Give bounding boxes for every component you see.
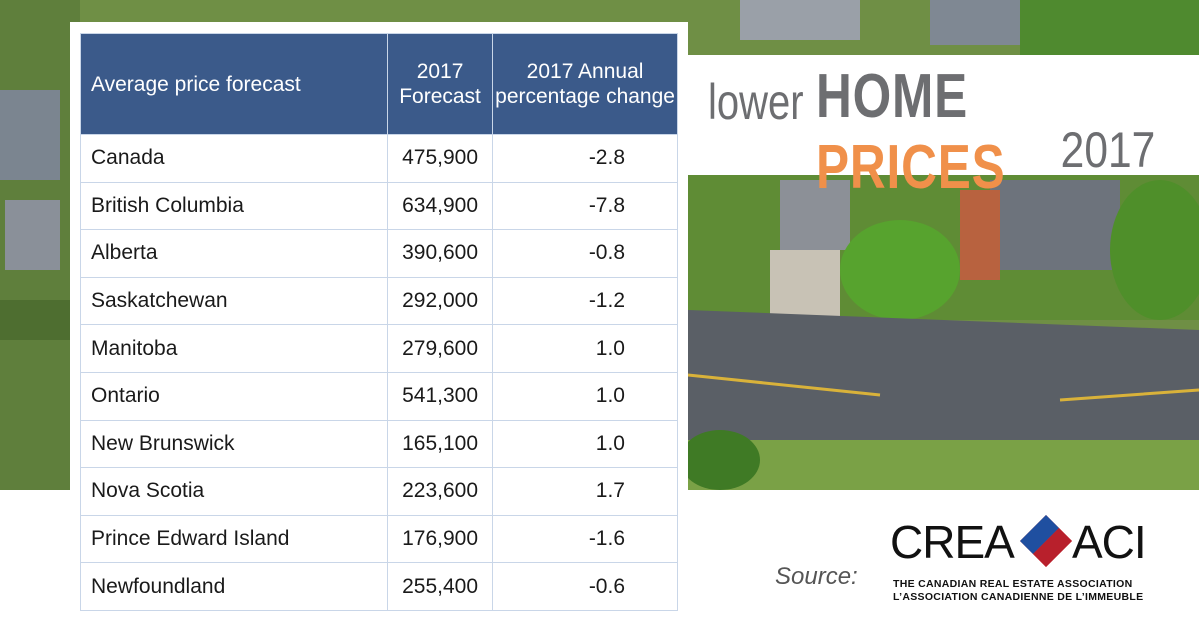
source-label: Source: bbox=[775, 563, 858, 590]
logo-aci: ACI bbox=[1072, 516, 1147, 568]
change-cell: 1.0 bbox=[492, 371, 678, 421]
region-cell: Canada bbox=[80, 134, 388, 183]
table-row: Newfoundland 255,400 -0.6 bbox=[80, 562, 678, 611]
table-row: Nova Scotia 223,600 1.7 bbox=[80, 467, 678, 516]
table-row: Canada 475,900 -2.8 bbox=[80, 134, 678, 183]
change-cell: 1.0 bbox=[492, 419, 678, 469]
change-cell: 1.0 bbox=[492, 324, 678, 373]
region-cell: Nova Scotia bbox=[80, 467, 388, 516]
headline-prices: PRICES bbox=[816, 133, 1006, 202]
region-cell: Newfoundland bbox=[80, 562, 388, 611]
header-cell: 2017 Annual percentage change bbox=[492, 33, 678, 135]
headline-home: HOME bbox=[816, 62, 968, 131]
headline-lower: lower bbox=[708, 74, 804, 130]
table-row: British Columbia 634,900 -7.8 bbox=[80, 181, 678, 231]
table-row: Manitoba 279,600 1.0 bbox=[80, 324, 678, 373]
forecast-table: Average price forecast 2017 Forecast 2017 … bbox=[80, 33, 678, 611]
forecast-cell: 279,600 bbox=[386, 324, 494, 373]
association-fr: L’ASSOCIATION CANADIENNE DE L’IMMEUBLE bbox=[893, 591, 1144, 603]
change-cell: -1.2 bbox=[492, 276, 678, 326]
table-row: Ontario 541,300 1.0 bbox=[80, 371, 678, 421]
region-cell: Manitoba bbox=[80, 324, 388, 373]
headline-main: HOME PRICES bbox=[816, 61, 1122, 203]
logo-diamond bbox=[1020, 515, 1072, 567]
region-cell: British Columbia bbox=[80, 181, 388, 231]
table-row: Prince Edward Island 176,900 -1.6 bbox=[80, 514, 678, 564]
forecast-cell: 255,400 bbox=[386, 562, 494, 611]
forecast-cell: 541,300 bbox=[386, 371, 494, 421]
change-cell: -2.8 bbox=[492, 134, 678, 183]
headline-year: 2017 bbox=[1060, 122, 1155, 178]
region-cell: Alberta bbox=[80, 229, 388, 278]
region-cell: New Brunswick bbox=[80, 419, 388, 469]
forecast-cell: 390,600 bbox=[386, 229, 494, 278]
header-cell: 2017 Forecast bbox=[386, 33, 494, 135]
table-row: Saskatchewan 292,000 -1.2 bbox=[80, 276, 678, 326]
change-cell: -0.8 bbox=[492, 229, 678, 278]
association-en: THE CANADIAN REAL ESTATE ASSOCIATION bbox=[893, 578, 1133, 590]
change-cell: -0.6 bbox=[492, 562, 678, 611]
header-cell: Average price forecast bbox=[80, 33, 388, 135]
forecast-cell: 223,600 bbox=[386, 467, 494, 516]
change-cell: -1.6 bbox=[492, 514, 678, 564]
region-cell: Ontario bbox=[80, 371, 388, 421]
change-cell: -7.8 bbox=[492, 181, 678, 231]
region-cell: Saskatchewan bbox=[80, 276, 388, 326]
logo-crea: CREA bbox=[890, 516, 1015, 568]
forecast-cell: 176,900 bbox=[386, 514, 494, 564]
forecast-cell: 292,000 bbox=[386, 276, 494, 326]
forecast-cell: 634,900 bbox=[386, 181, 494, 231]
region-cell: Prince Edward Island bbox=[80, 514, 388, 564]
table-row: Alberta 390,600 -0.8 bbox=[80, 229, 678, 278]
forecast-cell: 475,900 bbox=[386, 134, 494, 183]
headline: lower HOME PRICES 2017 bbox=[688, 55, 1199, 202]
table-row: New Brunswick 165,100 1.0 bbox=[80, 419, 678, 469]
change-cell: 1.7 bbox=[492, 467, 678, 516]
forecast-cell: 165,100 bbox=[386, 419, 494, 469]
